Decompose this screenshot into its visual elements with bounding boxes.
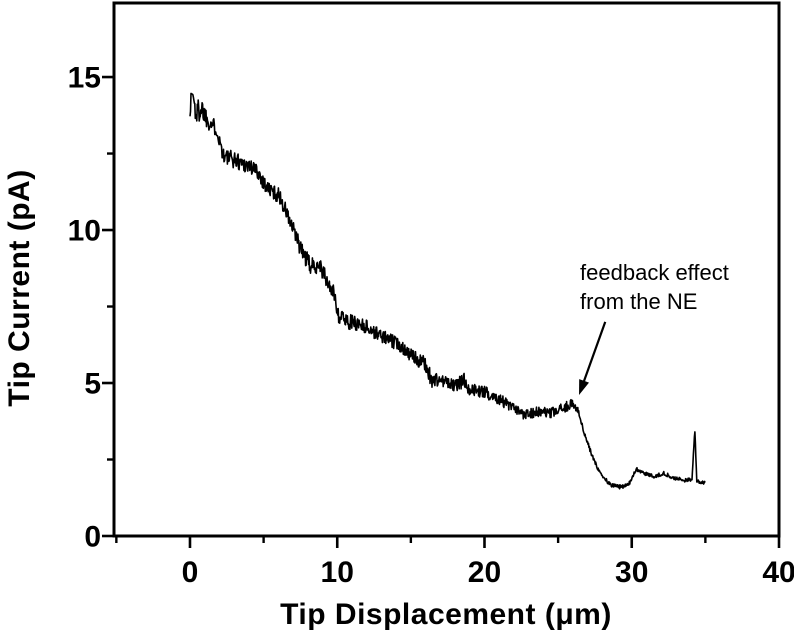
arrow-shaft bbox=[581, 321, 607, 385]
y-axis-title: Tip Current (pA) bbox=[3, 169, 36, 407]
y-tick-label: 10 bbox=[68, 215, 101, 248]
plot-frame bbox=[112, 1, 781, 538]
x-tick-label: 0 bbox=[182, 556, 199, 589]
x-tick-label: 20 bbox=[468, 556, 501, 589]
y-tick-label: 0 bbox=[84, 521, 101, 554]
axis-tick-labels: 0 10 20 30 40 0 5 10 15 bbox=[68, 62, 794, 589]
x-tick-label: 40 bbox=[762, 556, 794, 589]
annotation-arrow bbox=[579, 321, 607, 395]
data-trace bbox=[189, 92, 706, 490]
x-tick-label: 30 bbox=[615, 556, 648, 589]
annotation-line-1: feedback effect bbox=[580, 260, 729, 286]
y-tick-label: 15 bbox=[68, 62, 101, 95]
x-axis-title: Tip Displacement (μm) bbox=[280, 598, 612, 631]
y-tick-label: 5 bbox=[84, 368, 101, 401]
annotation-line-2: from the NE bbox=[580, 289, 698, 315]
axis-ticks bbox=[102, 75, 781, 548]
x-tick-label: 10 bbox=[321, 556, 354, 589]
arrow-head bbox=[579, 379, 589, 395]
data-series bbox=[189, 92, 706, 490]
annotation-text: feedback effect from the NE bbox=[580, 258, 729, 316]
